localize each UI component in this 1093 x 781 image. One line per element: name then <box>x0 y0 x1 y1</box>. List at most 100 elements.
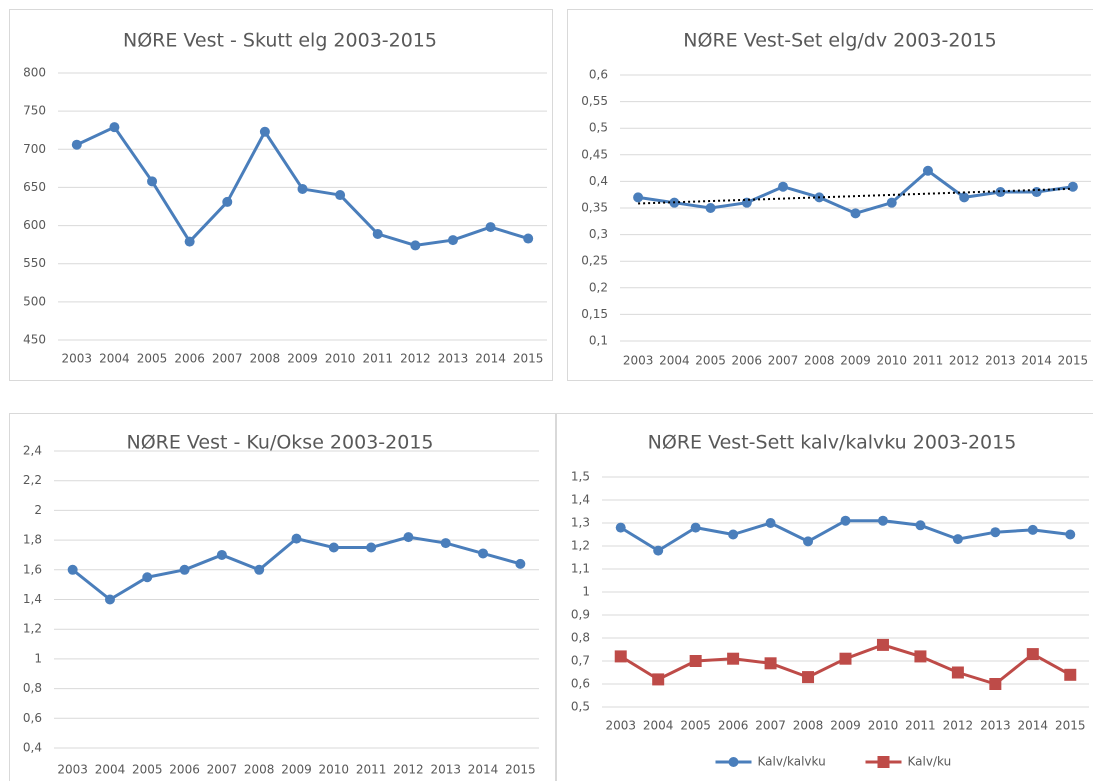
marker <box>222 196 233 207</box>
x-tick-label: 2010 <box>868 719 899 733</box>
marker <box>485 222 496 233</box>
marker <box>802 671 815 684</box>
chart-frame <box>9 413 556 781</box>
marker <box>952 534 963 545</box>
chart-title: NØRE Vest-Sett kalv/kalvku 2003-2015 <box>648 432 1017 454</box>
x-tick-label: 2007 <box>755 719 786 733</box>
y-tick-label: 0,6 <box>589 68 608 82</box>
y-tick-label: 0,25 <box>581 254 608 268</box>
y-tick-label: 0,6 <box>571 677 590 691</box>
legend-label: Kalv/kalvku <box>758 755 826 769</box>
y-tick-label: 1,4 <box>571 493 590 507</box>
y-tick-label: 1,3 <box>571 516 590 530</box>
x-tick-label: 2007 <box>212 352 243 366</box>
y-tick-label: 600 <box>23 218 46 232</box>
x-tick-label: 2014 <box>468 763 499 777</box>
marker <box>951 666 964 679</box>
marker <box>652 673 665 686</box>
x-tick-label: 2015 <box>1055 719 1086 733</box>
marker <box>995 187 1006 198</box>
marker <box>959 192 970 203</box>
marker <box>922 165 933 176</box>
y-tick-label: 1 <box>34 651 42 665</box>
x-tick-label: 2009 <box>287 352 318 366</box>
y-tick-label: 1,2 <box>23 622 42 636</box>
chart-title: NØRE Vest - Skutt elg 2003-2015 <box>123 30 437 52</box>
x-tick-label: 2006 <box>174 352 205 366</box>
marker <box>104 594 115 605</box>
marker <box>803 536 814 547</box>
x-tick-label: 2015 <box>513 352 544 366</box>
marker <box>1026 648 1039 661</box>
y-tick-label: 450 <box>23 333 46 347</box>
marker <box>778 181 789 192</box>
x-tick-label: 2009 <box>281 763 312 777</box>
y-tick-label: 0,3 <box>589 227 608 241</box>
x-tick-label: 2003 <box>623 354 654 368</box>
x-tick-label: 2008 <box>250 352 281 366</box>
y-tick-label: 0,1 <box>589 334 608 348</box>
x-tick-label: 2013 <box>430 763 461 777</box>
marker <box>876 638 889 651</box>
x-tick-label: 2008 <box>244 763 275 777</box>
x-tick-label: 2006 <box>732 354 763 368</box>
x-tick-label: 2004 <box>95 763 126 777</box>
marker <box>109 122 120 133</box>
chart-title: NØRE Vest-Set elg/dv 2003-2015 <box>683 30 996 52</box>
marker <box>653 545 664 556</box>
x-tick-label: 2013 <box>980 719 1011 733</box>
x-tick-label: 2011 <box>913 354 944 368</box>
marker <box>297 183 308 194</box>
marker <box>403 532 414 543</box>
y-tick-label: 1,8 <box>23 533 42 547</box>
marker <box>523 233 534 244</box>
marker <box>1067 181 1078 192</box>
y-tick-label: 0,6 <box>23 711 42 725</box>
marker <box>216 549 227 560</box>
y-tick-label: 1,2 <box>571 539 590 553</box>
x-tick-label: 2004 <box>99 352 130 366</box>
marker <box>614 650 627 663</box>
y-tick-label: 0,5 <box>571 700 590 714</box>
marker <box>877 515 888 526</box>
x-tick-label: 2012 <box>943 719 974 733</box>
x-tick-label: 2014 <box>1018 719 1049 733</box>
chart-frame <box>556 413 1093 781</box>
y-tick-label: 1,6 <box>23 562 42 576</box>
marker <box>689 655 702 667</box>
x-tick-label: 2004 <box>659 354 690 368</box>
marker <box>147 176 158 187</box>
y-tick-label: 0,7 <box>571 654 590 668</box>
marker <box>886 197 897 208</box>
y-tick-label: 1,5 <box>571 470 590 484</box>
y-tick-label: 1,4 <box>23 592 42 606</box>
legend-marker <box>877 756 890 768</box>
marker <box>447 235 458 246</box>
x-tick-label: 2011 <box>905 719 936 733</box>
marker <box>71 139 82 150</box>
x-tick-label: 2005 <box>680 719 711 733</box>
marker <box>184 236 195 247</box>
marker <box>915 520 926 531</box>
x-tick-label: 2012 <box>949 354 980 368</box>
x-tick-label: 2003 <box>605 719 636 733</box>
y-tick-label: 1,1 <box>571 562 590 576</box>
y-tick-label: 1 <box>582 585 590 599</box>
x-tick-label: 2010 <box>876 354 907 368</box>
x-tick-label: 2012 <box>400 352 431 366</box>
x-tick-label: 2015 <box>505 763 536 777</box>
chart-frame <box>9 9 553 381</box>
marker <box>478 548 489 559</box>
marker <box>633 192 644 203</box>
legend-marker <box>728 757 739 767</box>
x-tick-label: 2010 <box>325 352 356 366</box>
x-tick-label: 2014 <box>1021 354 1052 368</box>
chart-title: NØRE Vest - Ku/Okse 2003-2015 <box>126 432 433 454</box>
marker <box>690 522 701 533</box>
x-tick-label: 2007 <box>207 763 238 777</box>
marker <box>990 527 1001 538</box>
x-tick-label: 2007 <box>768 354 799 368</box>
y-tick-label: 0,55 <box>581 94 608 108</box>
marker <box>179 564 190 575</box>
